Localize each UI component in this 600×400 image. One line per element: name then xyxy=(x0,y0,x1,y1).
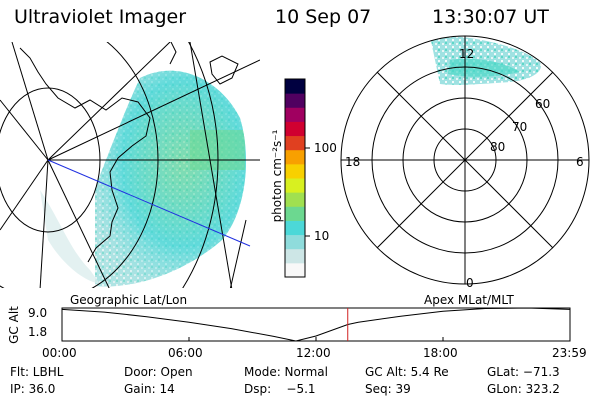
satellite-track xyxy=(47,159,251,247)
date-label: 10 Sep 07 xyxy=(275,6,372,28)
altitude-ytick-min: 1.8 xyxy=(28,325,48,339)
status-glon: GLon: 323.2 xyxy=(487,382,560,396)
lat-lon-grid xyxy=(0,42,260,288)
status-mode: Mode: Normal xyxy=(244,365,328,379)
polar-map xyxy=(340,35,590,285)
colorbar-label: photon cm⁻²s⁻¹ xyxy=(270,129,284,223)
xtick-2359: 23:59 xyxy=(552,346,587,360)
altitude-axis-label: GC Alt xyxy=(7,306,21,344)
coastline xyxy=(19,42,239,263)
colorbar-segment xyxy=(285,163,305,179)
mlt-label-6: 6 xyxy=(576,155,584,169)
colorbar xyxy=(284,78,310,278)
instrument-title: Ultraviolet Imager xyxy=(14,6,187,28)
aurora-image-right xyxy=(430,36,541,85)
colorbar-segment xyxy=(285,135,305,151)
colorbar-segment xyxy=(285,107,305,122)
time-label: 13:30:07 UT xyxy=(432,6,549,28)
status-glat: GLat: −71.3 xyxy=(487,365,560,379)
aurora-image-left xyxy=(40,70,246,287)
colorbar-segment xyxy=(285,93,305,108)
colorbar-segment xyxy=(285,262,305,278)
xtick-0000: 00:00 xyxy=(42,346,77,360)
status-seq: Seq: 39 xyxy=(365,382,411,396)
status-dsp: Dsp: −5.1 xyxy=(244,382,316,396)
xtick-0600: 06:00 xyxy=(168,346,203,360)
colorbar-tick-10: 10 xyxy=(314,229,330,243)
mlat-label-60: 60 xyxy=(535,97,551,111)
mlt-label-18: 18 xyxy=(345,155,361,169)
colorbar-segment xyxy=(285,234,305,250)
mlat-label-80: 80 xyxy=(490,140,506,154)
altitude-ytick-max: 9.0 xyxy=(28,306,48,320)
colorbar-segment xyxy=(285,149,305,165)
status-gain: Gain: 14 xyxy=(124,382,175,396)
colorbar-segment xyxy=(285,79,305,94)
left-map-caption: Geographic Lat/Lon xyxy=(70,293,188,307)
status-gc-alt: GC Alt: 5.4 Re xyxy=(365,365,449,379)
geographic-map xyxy=(0,42,260,288)
right-map-caption: Apex MLat/MLT xyxy=(424,293,514,307)
xtick-1200: 12:00 xyxy=(296,346,331,360)
altitude-plot xyxy=(61,307,571,342)
colorbar-tick-100: 100 xyxy=(314,141,337,155)
colorbar-segment xyxy=(285,206,305,221)
status-door: Door: Open xyxy=(124,365,193,379)
colorbar-segment xyxy=(285,121,305,137)
mlt-label-12: 12 xyxy=(459,47,475,61)
colorbar-segment xyxy=(285,178,305,193)
mlat-label-70: 70 xyxy=(512,120,528,134)
colorbar-segment xyxy=(285,220,305,236)
status-ip: IP: 36.0 xyxy=(10,382,56,396)
status-filter: Flt: LBHL xyxy=(10,365,64,379)
xtick-1800: 18:00 xyxy=(423,346,458,360)
altitude-curve xyxy=(61,307,570,342)
colorbar-segment xyxy=(285,248,305,264)
colorbar-segment xyxy=(285,192,305,207)
mlt-label-0: 0 xyxy=(466,276,474,290)
